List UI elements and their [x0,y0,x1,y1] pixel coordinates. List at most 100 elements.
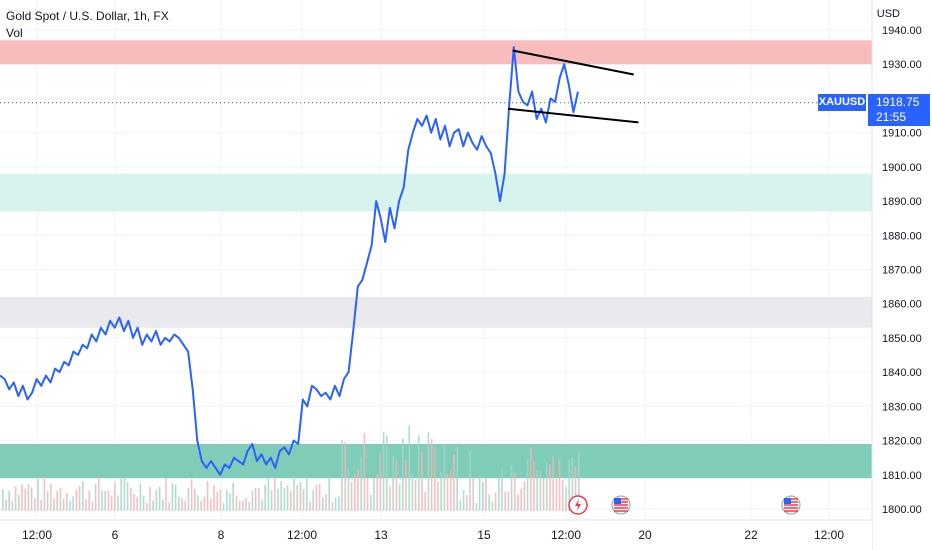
volume-bar [507,491,510,511]
volume-bar [232,482,234,511]
volume-bar [66,493,68,511]
volume-bar [344,442,346,511]
volume-bar [75,489,78,511]
zone-neutral [0,296,872,328]
last-price: 1918.75 [876,95,920,109]
volume-bar [414,479,417,511]
volume-bar [558,457,561,511]
volume-bar [478,475,481,511]
volume-bar [123,477,126,511]
trendlines [507,49,639,124]
volume-bar [299,481,302,511]
volume-bar [142,495,145,511]
volume-bar [475,502,478,511]
volume-bar [370,494,372,511]
volume-bar [43,476,46,511]
volume-bar [216,491,218,511]
volume-bar [34,498,36,511]
volume-bar [40,499,42,511]
y-tick-label: 1860.00 [882,299,922,311]
volume-bar [261,499,263,511]
volume-bar [424,492,426,511]
volume-bar [494,492,497,511]
volume-bar [450,470,452,511]
volume-bar [162,499,164,511]
volume-bar [392,455,394,511]
volume-bar [229,493,231,511]
volume-bar [510,465,513,511]
volume-bar [290,490,292,511]
volume-bar [248,502,250,511]
volume-bar [482,481,484,511]
volume-bar [530,447,532,511]
volume-bar [453,454,455,511]
volume-bar [187,487,190,511]
volume-bar [520,488,522,511]
volume-bar [2,489,4,511]
x-tick-label: 12:00 [551,528,581,542]
flag-canton [784,498,791,504]
y-tick-label: 1850.00 [882,333,922,345]
volume-bar [27,484,30,511]
volume-bar [114,482,116,511]
volume-bar [331,502,334,511]
volume-bar [578,451,580,511]
volume-bar [293,475,295,511]
volume-bar [485,477,487,511]
volume-bar [434,447,436,511]
y-tick-label: 1840.00 [882,367,922,379]
zones [0,40,872,479]
x-axis-bg [0,520,872,550]
volume-bar [194,489,196,511]
volume-bar [325,494,327,511]
volume-bar [213,485,215,511]
bar-countdown: 21:55 [876,110,907,124]
volume-bar [440,472,442,511]
y-axis: 1800.00 1810.00 1820.00 1830.00 1840.00 1850.… [871,0,932,550]
volume-bar [110,495,113,511]
x-tick-label: 6 [112,528,119,542]
volume-bar [178,496,180,511]
volume-bar [238,500,241,511]
volume-bar [514,472,516,511]
y-tick-label: 1890.00 [882,196,922,208]
y-tick-label: 1810.00 [882,470,922,482]
volume-bar [14,486,17,511]
y-tick-label: 1870.00 [882,265,922,277]
volume-label: Vol [6,26,23,40]
x-tick-label: 15 [477,528,491,542]
y-tick-label: 1940.00 [882,25,922,37]
volume-bar [363,433,366,511]
volume-bar [309,501,311,511]
volume-bar [21,484,23,511]
volume-bar [88,490,90,511]
volume-bar [549,464,551,511]
volume-bar [46,491,49,511]
volume-bar [405,460,407,511]
volume-bar [565,486,567,511]
volume-bar [78,486,81,511]
zone-support-light [0,173,872,212]
volume-bar [91,501,94,511]
volume-bar [155,490,158,511]
y-tick-label: 1820.00 [882,436,922,448]
volume-bar [354,474,356,511]
y-tick-label: 1910.00 [882,128,922,140]
volume-bar [430,438,433,511]
y-tick-label: 1800.00 [882,504,922,516]
volume-bar [546,461,548,511]
volume-bar [226,490,228,511]
zone-support-strong [0,443,872,479]
volume-bar [56,490,58,511]
volume-bar [210,498,212,511]
volume-bar [130,487,132,511]
volume-bar [456,446,458,511]
volume-bar [501,468,503,511]
volume-bar [11,500,14,511]
last-price-badge: 1918.75 21:55 [868,94,930,126]
volume-bar [8,490,10,511]
volume-bar [59,487,62,511]
volume-bar [283,487,286,511]
volume-bar [274,478,276,511]
